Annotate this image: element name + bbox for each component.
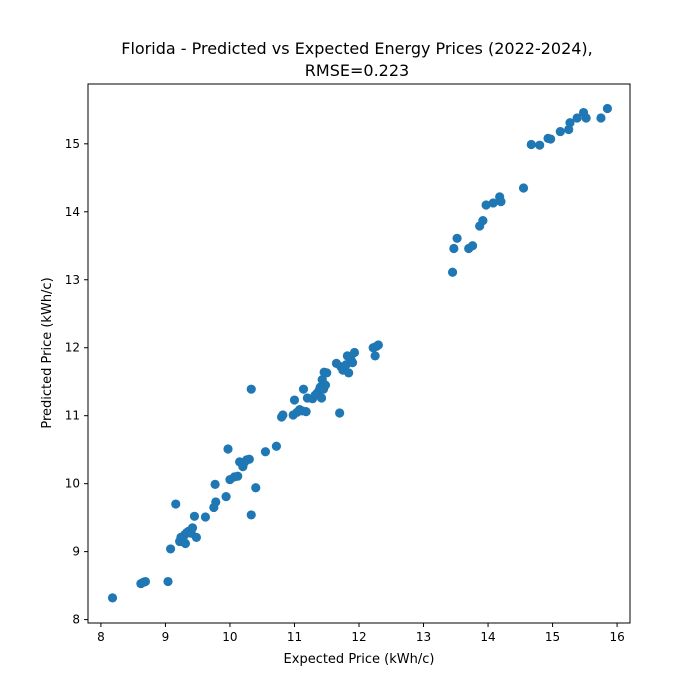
data-point (602, 103, 613, 114)
data-point (518, 183, 529, 193)
y-tick-label: 12 (65, 341, 80, 355)
y-tick-label: 15 (65, 137, 80, 151)
data-point (349, 347, 360, 358)
data-point (373, 340, 383, 350)
data-point (200, 512, 211, 522)
data-point (370, 351, 380, 361)
data-point (488, 198, 498, 208)
data-point (140, 576, 151, 587)
data-point (246, 510, 256, 520)
data-point (335, 408, 345, 418)
data-point (221, 491, 231, 502)
x-tick-label: 13 (416, 630, 431, 644)
x-tick-label: 10 (222, 630, 237, 644)
data-point (449, 243, 459, 254)
data-point (223, 444, 233, 454)
data-point (447, 267, 458, 277)
data-point (546, 134, 556, 144)
data-point (233, 471, 243, 481)
x-tick-label: 16 (609, 630, 624, 644)
data-point (187, 523, 198, 533)
data-point (289, 395, 300, 405)
y-tick-label: 14 (65, 205, 80, 219)
y-axis-label: Predicted Price (kWh/c) (40, 277, 55, 428)
data-point (526, 139, 536, 150)
data-point (180, 538, 191, 549)
data-point (478, 216, 488, 226)
y-tick-label: 13 (65, 273, 80, 287)
y-tick-label: 8 (72, 613, 80, 627)
data-point (496, 196, 506, 207)
data-point (316, 393, 327, 403)
data-point (344, 368, 354, 378)
data-point (189, 511, 200, 521)
data-point (107, 593, 118, 603)
data-point (271, 441, 282, 451)
data-point (191, 532, 201, 542)
chart-subtitle: RMSE=0.223 (305, 61, 409, 80)
data-point (322, 368, 332, 378)
data-point (581, 113, 591, 123)
data-points (107, 103, 613, 603)
x-tick-label: 9 (162, 630, 170, 644)
axis-ticks: 8 9 10 11 12 13 14 15 16 8 9 10 11 12 13 14 15 (65, 137, 625, 644)
data-point (278, 410, 288, 420)
chart-title: Florida - Predicted vs Expected Energy P… (121, 39, 593, 58)
x-tick-label: 15 (545, 630, 560, 644)
data-point (163, 576, 173, 587)
x-axis-label: Expected Price (kWh/c) (284, 652, 435, 667)
data-point (260, 447, 271, 457)
x-tick-label: 8 (97, 630, 105, 644)
data-point (452, 233, 462, 243)
data-point (572, 113, 582, 123)
data-point (347, 358, 358, 368)
data-point (211, 497, 221, 507)
data-point (535, 140, 545, 150)
x-tick-label: 12 (351, 630, 366, 644)
data-point (467, 241, 478, 251)
data-point (244, 454, 254, 464)
y-tick-label: 10 (65, 477, 80, 491)
data-point (481, 200, 491, 210)
plot-frame (87, 83, 631, 624)
data-point (171, 499, 181, 509)
data-point (298, 384, 309, 394)
x-tick-label: 14 (480, 630, 495, 644)
data-point (246, 384, 256, 394)
data-point (165, 544, 176, 554)
y-tick-label: 9 (72, 545, 80, 559)
data-point (596, 113, 606, 123)
data-point (320, 380, 331, 390)
data-point (210, 479, 220, 489)
y-tick-label: 11 (65, 409, 80, 423)
x-tick-label: 11 (287, 630, 302, 644)
data-point (301, 407, 311, 417)
data-point (565, 118, 575, 128)
data-point (564, 124, 574, 135)
data-point (555, 126, 565, 137)
data-point (251, 483, 261, 493)
